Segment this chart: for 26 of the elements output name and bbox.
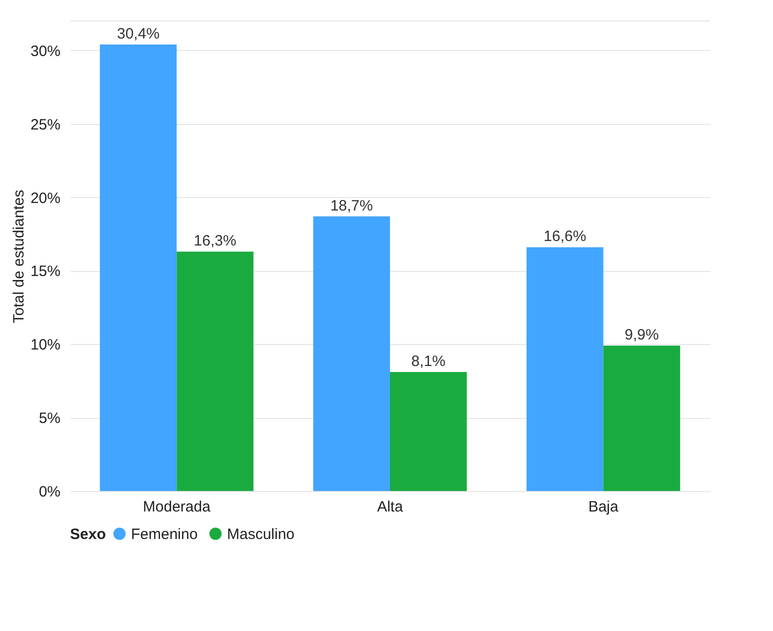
y-tick-label: 30%	[30, 42, 60, 60]
y-tick-label: 20%	[30, 190, 60, 207]
data-label: 8,1%	[411, 353, 446, 370]
bar	[603, 346, 680, 491]
x-tick-label: Alta	[377, 498, 404, 516]
data-label: 16,6%	[544, 228, 586, 246]
data-label: 9,9%	[624, 326, 659, 344]
bar	[390, 372, 467, 491]
x-tick-label: Baja	[588, 498, 619, 516]
x-tick-label: Moderada	[142, 498, 212, 516]
legend-label: Masculino	[227, 526, 295, 543]
bar	[526, 247, 604, 491]
legend-label: Femenino	[131, 526, 198, 543]
bar	[100, 44, 177, 491]
y-tick-label: 10%	[30, 336, 60, 354]
data-label: 16,3%	[194, 232, 236, 250]
legend-title: Sexo	[70, 526, 106, 543]
y-tick-label: 25%	[30, 116, 60, 134]
bar	[176, 252, 254, 491]
y-tick-label: 5%	[38, 410, 60, 428]
y-tick-label: 15%	[30, 263, 60, 280]
bar	[313, 216, 390, 491]
data-label: 18,7%	[330, 197, 373, 214]
y-tick-label: 0%	[38, 484, 60, 500]
data-label: 30,4%	[116, 26, 160, 42]
y-axis-title: Total de estudiantes	[10, 190, 28, 324]
